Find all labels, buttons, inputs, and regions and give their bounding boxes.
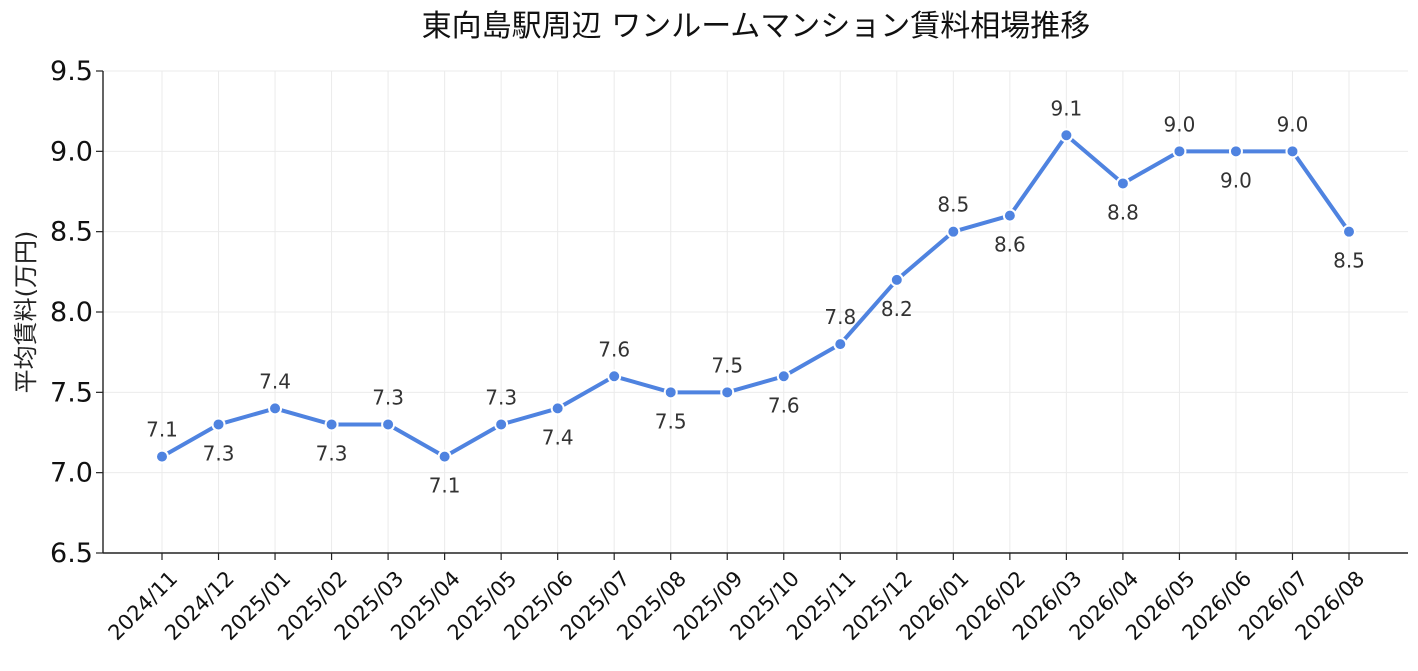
data-label: 7.3 <box>316 441 348 465</box>
data-point <box>833 337 848 352</box>
axes-layer <box>96 70 1408 560</box>
data-point <box>1228 144 1243 159</box>
data-label: 7.1 <box>146 418 178 442</box>
data-point <box>1115 176 1130 191</box>
data-label: 7.6 <box>768 393 800 417</box>
data-point <box>1059 128 1074 143</box>
series-layer <box>155 128 1356 464</box>
data-point <box>1002 208 1017 223</box>
data-label: 9.0 <box>1277 112 1309 136</box>
data-point <box>550 401 565 416</box>
data-point <box>946 224 961 239</box>
data-label: 8.5 <box>1333 249 1365 273</box>
data-label: 9.1 <box>1050 96 1082 120</box>
chart-title: 東向島駅周辺 ワンルームマンション賃料相場推移 <box>422 9 1091 44</box>
data-point <box>1172 144 1187 159</box>
x-tick-labels: 2024/112024/122025/012025/022025/032025/… <box>104 566 1370 645</box>
y-tick-label: 9.0 <box>50 136 93 167</box>
data-point <box>381 417 396 432</box>
data-label: 8.8 <box>1107 200 1139 224</box>
data-label: 7.3 <box>372 385 404 409</box>
data-point <box>211 417 226 432</box>
y-tick-label: 7.5 <box>50 377 93 408</box>
data-point <box>889 272 904 287</box>
y-axis-label: 平均賃料(万円) <box>12 231 40 394</box>
data-point <box>1342 224 1356 239</box>
data-point <box>437 449 452 464</box>
data-point <box>268 401 283 416</box>
series-line <box>160 133 1351 459</box>
data-point <box>155 449 169 464</box>
data-label: 8.6 <box>994 233 1026 257</box>
data-label: 7.8 <box>824 305 856 329</box>
data-label: 7.3 <box>203 441 235 465</box>
data-point <box>663 385 678 400</box>
data-label: 8.5 <box>937 193 969 217</box>
data-label: 7.4 <box>542 425 574 449</box>
data-label: 9.0 <box>1220 168 1252 192</box>
data-labels: 7.1 7.3 7.4 7.3 7.3 7.1 7.3 7.4 7.6 7.5 7.5 7.6 7.8 8… <box>146 96 1365 497</box>
data-label: 9.0 <box>1164 112 1196 136</box>
data-point <box>776 369 791 384</box>
y-tick-label: 8.0 <box>50 297 93 328</box>
data-label: 7.6 <box>598 337 630 361</box>
data-label: 8.2 <box>881 297 913 321</box>
data-label: 7.5 <box>655 409 687 433</box>
data-point <box>1285 144 1300 159</box>
data-label: 7.1 <box>429 474 461 498</box>
data-label: 7.4 <box>259 369 291 393</box>
data-label: 7.3 <box>485 385 517 409</box>
y-tick-label: 9.5 <box>50 56 93 87</box>
data-label: 7.5 <box>711 353 743 377</box>
data-point <box>324 417 339 432</box>
y-tick-labels: 6.5 7.0 7.5 8.0 8.5 9.0 9.5 <box>50 56 93 569</box>
data-point <box>494 417 509 432</box>
y-tick-label: 6.5 <box>50 538 93 569</box>
y-tick-label: 8.5 <box>50 217 93 248</box>
y-tick-label: 7.0 <box>50 458 93 489</box>
grid-layer <box>103 70 1408 554</box>
data-point <box>720 385 735 400</box>
data-point <box>607 369 622 384</box>
